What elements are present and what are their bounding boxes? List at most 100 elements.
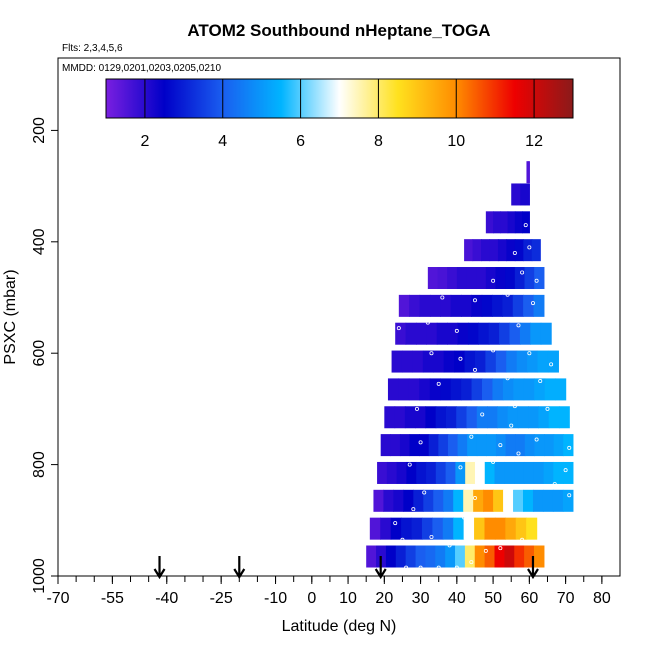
heatmap-cell [393,489,404,512]
heatmap-cell [552,489,564,512]
heatmap-cell [533,545,545,568]
heatmap-cell [502,294,514,317]
heatmap-cell [457,322,469,345]
heatmap-cell [492,294,504,317]
sample-point [516,451,521,456]
sample-point [520,270,525,275]
sample-point [414,406,419,411]
heatmap-cell [526,517,538,540]
heatmap-cell [523,239,533,262]
sample-point [454,565,459,570]
sample-point [512,404,517,409]
heatmap-cell [426,461,437,484]
heatmap-cell [443,489,454,512]
sample-point [512,250,517,255]
heatmap-cell [435,406,447,429]
heatmap-cell [404,406,416,429]
heatmap-cell [507,211,516,234]
x-tick-label: 60 [520,590,538,607]
heatmap-cell [401,350,414,373]
heatmap-cell [457,434,468,457]
heatmap-cell [435,461,447,484]
heatmap-cell [408,378,420,401]
heatmap-cell [399,434,411,457]
heatmap-cell [493,211,501,234]
sample-point [418,440,423,445]
heatmap-cell [398,378,410,401]
sample-point [534,437,539,442]
sample-point [491,348,496,353]
heatmap-cell [377,461,388,484]
heatmap-cell [514,545,525,568]
sample-point [552,482,557,487]
heatmap-cell [506,239,516,262]
heatmap-cell [463,489,474,512]
heatmap-cell [412,350,424,373]
sample-point [505,376,510,381]
heatmap-cell [527,350,539,373]
sample-point [527,351,532,356]
heatmap-cell [440,294,452,317]
sample-point [527,512,532,517]
heatmap-cell [450,294,462,317]
heatmap-cell [497,239,507,262]
heatmap-cell [517,406,529,429]
sample-point [520,537,525,542]
heatmap-cell [387,378,399,401]
heatmap-cell [495,267,506,290]
x-tick-label: 20 [375,590,393,607]
heatmap-cell [385,545,397,568]
sample-point [436,565,441,570]
x-tick-label: -10 [264,590,287,607]
heatmap-cell [524,267,535,290]
x-tick-label: -70 [46,590,69,607]
x-tick-label: -25 [210,590,233,607]
heatmap-cell [445,406,457,429]
heatmap-cell [463,517,475,540]
heatmap-cell [426,322,438,345]
heatmap-cell [512,294,524,317]
heatmap-cell [497,406,509,429]
heatmap-cell [433,489,444,512]
heatmap-cell [395,322,407,345]
heatmap-cell [537,350,549,373]
heatmap-cell [482,378,494,401]
heatmap-cell [409,294,421,317]
heatmap-cell [466,267,477,290]
heatmap-cell [473,489,484,512]
heatmap-cell [401,517,413,540]
heatmap-cell [380,517,392,540]
x-tick-label: -40 [155,590,178,607]
heatmap-cell [386,461,398,484]
sample-point [523,223,528,228]
heatmap-cell [476,434,487,457]
heatmap-cell [416,461,427,484]
heatmap-cell [486,434,497,457]
heatmap-cell [538,406,550,429]
heatmap-cell [461,378,473,401]
heatmap-bands [366,161,574,568]
heatmap-cell [530,322,542,345]
heatmap-cell [534,378,546,401]
sample-point [549,362,554,367]
heatmap-cell [429,378,441,401]
heatmap-cell [547,350,559,373]
heatmap-cell [553,461,564,484]
heatmap-cell [471,294,483,317]
heatmap-cell [540,322,552,345]
heatmap-cell [519,322,531,345]
heatmap-cell [453,517,465,540]
sample-point [527,245,532,250]
heatmap-cell [464,545,476,568]
heatmap-cell [447,322,459,345]
y-tick-label: 800 [31,451,48,478]
colorbar-tick-label: 10 [447,133,465,150]
sample-point [393,521,398,526]
y-axis-label: PSXC (mbar) [2,269,19,364]
heatmap-cell [485,350,497,373]
heatmap-cell [423,489,434,512]
heatmap-cell [436,322,448,345]
heatmap-cell [495,350,507,373]
x-tick-label: 50 [484,590,502,607]
sample-point [469,560,474,565]
